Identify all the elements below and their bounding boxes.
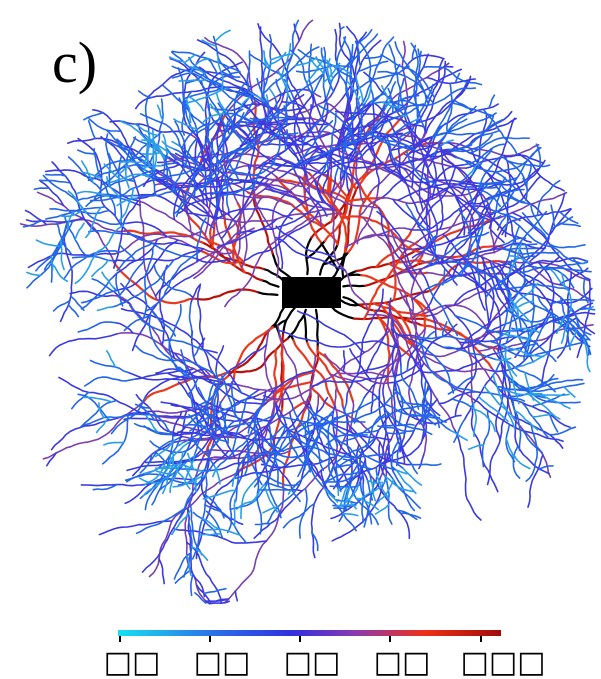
colorbar-ticks <box>120 636 481 642</box>
dendrite-branches <box>26 23 595 603</box>
colorbar-tick-label: □□ <box>374 645 431 679</box>
colorbar-tick-label: □□□ <box>460 645 545 679</box>
colorbar-tick-label: □□ <box>104 645 161 679</box>
colorbar-tick-label: □□ <box>194 645 251 679</box>
figure: c) □□ □□ □□ □□ □□□ <box>0 0 601 679</box>
panel-label: c) <box>52 30 97 95</box>
figure-canvas: c) □□ □□ □□ □□ □□□ <box>0 0 601 679</box>
dendrite-pattern <box>21 20 595 603</box>
dendrite-branches <box>24 20 595 603</box>
colorbar-tick-label: □□ <box>284 645 341 679</box>
seed-block <box>282 277 341 308</box>
colorbar <box>118 630 501 636</box>
